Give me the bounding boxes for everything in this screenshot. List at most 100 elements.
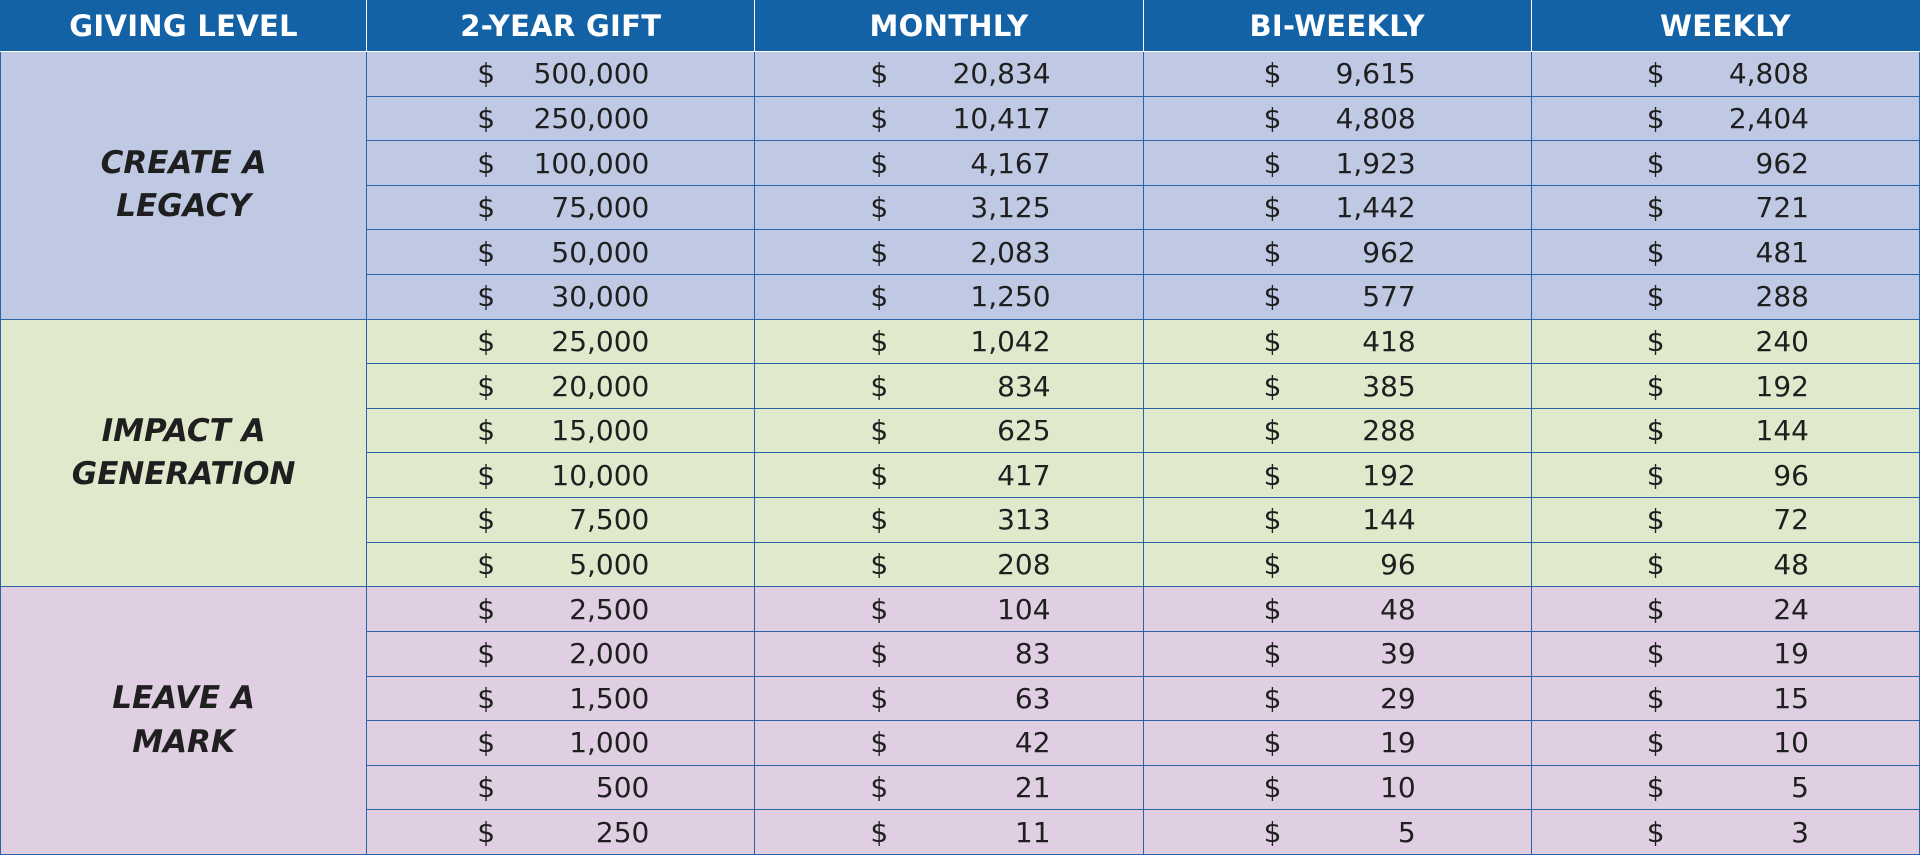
amount-value: 7,500 bbox=[569, 503, 650, 537]
two-year-gift-cell: $250 bbox=[366, 809, 756, 855]
monthly-cell: $1,042 bbox=[754, 318, 1144, 365]
amount-value: 288 bbox=[1362, 414, 1416, 448]
amount-value: 144 bbox=[1362, 503, 1416, 537]
currency-symbol: $ bbox=[1263, 771, 1282, 805]
amount-value: 21 bbox=[1014, 771, 1051, 805]
currency-symbol: $ bbox=[477, 414, 496, 448]
monthly-cell: $21 bbox=[754, 764, 1144, 811]
two-year-gift-cell: $10,000 bbox=[366, 452, 756, 499]
currency-symbol: $ bbox=[870, 681, 889, 715]
header-bi-weekly: BI-WEEKLY bbox=[1142, 0, 1532, 52]
amount-value: 11 bbox=[1014, 815, 1051, 849]
amount-value: 42 bbox=[1014, 726, 1051, 760]
two-year-gift-cell: $7,500 bbox=[366, 497, 756, 543]
amount-value: 100,000 bbox=[533, 146, 650, 180]
amount-value: 418 bbox=[1362, 324, 1416, 358]
currency-symbol: $ bbox=[477, 771, 496, 805]
table-row: $15,000 $625 $288 $144 bbox=[1, 407, 1920, 454]
table-row: $250 $11 $5 $3 bbox=[1, 809, 1920, 855]
monthly-cell: $417 bbox=[754, 452, 1144, 499]
currency-symbol: $ bbox=[870, 503, 889, 537]
currency-symbol: $ bbox=[870, 235, 889, 269]
table-row: $5,000 $208 $96 $48 bbox=[1, 541, 1920, 588]
bi-weekly-cell: $418 bbox=[1142, 318, 1532, 365]
giving-level-line: IMPACT A bbox=[101, 412, 266, 449]
weekly-cell: $96 bbox=[1530, 452, 1920, 499]
two-year-gift-cell: $2,000 bbox=[366, 630, 756, 677]
currency-symbol: $ bbox=[1263, 324, 1282, 358]
table-row: $50,000 $2,083 $962 $481 bbox=[1, 229, 1920, 276]
currency-symbol: $ bbox=[477, 815, 496, 849]
amount-value: 75,000 bbox=[551, 191, 650, 225]
two-year-gift-cell: $50,000 bbox=[366, 229, 756, 276]
table-row: $10,000 $417 $192 $96 bbox=[1, 452, 1920, 499]
bi-weekly-cell: $4,808 bbox=[1142, 95, 1532, 142]
currency-symbol: $ bbox=[477, 101, 496, 135]
amount-value: 1,923 bbox=[1335, 146, 1416, 180]
monthly-cell: $1,250 bbox=[754, 274, 1144, 320]
currency-symbol: $ bbox=[870, 548, 889, 581]
amount-value: 3,125 bbox=[970, 191, 1051, 225]
currency-symbol: $ bbox=[477, 458, 496, 492]
currency-symbol: $ bbox=[477, 726, 496, 760]
bi-weekly-cell: $577 bbox=[1142, 274, 1532, 320]
monthly-cell: $208 bbox=[754, 541, 1144, 588]
weekly-cell: $144 bbox=[1530, 407, 1920, 454]
bi-weekly-cell: $1,442 bbox=[1142, 184, 1532, 231]
currency-symbol: $ bbox=[870, 280, 889, 314]
currency-symbol: $ bbox=[1263, 280, 1282, 314]
two-year-gift-cell: $100,000 bbox=[366, 140, 756, 186]
amount-value: 10,000 bbox=[551, 458, 650, 492]
weekly-cell: $48 bbox=[1530, 541, 1920, 588]
amount-value: 240 bbox=[1755, 324, 1809, 358]
two-year-gift-cell: $75,000 bbox=[366, 184, 756, 231]
currency-symbol: $ bbox=[1263, 637, 1282, 671]
currency-symbol: $ bbox=[870, 101, 889, 135]
giving-level-create-a-legacy: CREATE A LEGACY bbox=[0, 51, 368, 320]
currency-symbol: $ bbox=[1263, 815, 1282, 849]
giving-level-line: LEGACY bbox=[116, 188, 251, 225]
amount-value: 15 bbox=[1773, 681, 1809, 715]
amount-value: 50,000 bbox=[551, 235, 650, 269]
weekly-cell: $3 bbox=[1530, 809, 1920, 855]
amount-value: 19 bbox=[1380, 726, 1416, 760]
weekly-cell: $240 bbox=[1530, 318, 1920, 365]
amount-value: 30,000 bbox=[551, 280, 650, 314]
amount-value: 10 bbox=[1380, 771, 1416, 805]
currency-symbol: $ bbox=[870, 592, 889, 626]
currency-symbol: $ bbox=[1263, 414, 1282, 448]
two-year-gift-cell: $1,500 bbox=[366, 675, 756, 722]
currency-symbol: $ bbox=[477, 681, 496, 715]
weekly-cell: $962 bbox=[1530, 140, 1920, 186]
currency-symbol: $ bbox=[477, 146, 496, 180]
weekly-cell: $288 bbox=[1530, 274, 1920, 320]
giving-level-line: MARK bbox=[132, 723, 235, 760]
currency-symbol: $ bbox=[1646, 548, 1665, 581]
amount-value: 48 bbox=[1773, 548, 1809, 581]
header-monthly: MONTHLY bbox=[754, 0, 1144, 52]
monthly-cell: $834 bbox=[754, 363, 1144, 409]
currency-symbol: $ bbox=[870, 414, 889, 448]
currency-symbol: $ bbox=[1646, 503, 1665, 537]
currency-symbol: $ bbox=[1646, 637, 1665, 671]
monthly-cell: $625 bbox=[754, 407, 1144, 454]
table-row: LEAVE A MARK $2,500 $104 $48 $24 bbox=[0, 586, 1920, 855]
currency-symbol: $ bbox=[1263, 726, 1282, 760]
amount-value: 15,000 bbox=[551, 414, 650, 448]
currency-symbol: $ bbox=[1263, 503, 1282, 537]
amount-value: 721 bbox=[1755, 191, 1809, 225]
bi-weekly-cell: $19 bbox=[1142, 720, 1532, 766]
currency-symbol: $ bbox=[477, 548, 496, 581]
amount-value: 20,834 bbox=[952, 57, 1051, 91]
amount-value: 3 bbox=[1791, 815, 1809, 849]
monthly-cell: $10,417 bbox=[754, 95, 1144, 142]
bi-weekly-cell: $962 bbox=[1142, 229, 1532, 276]
currency-symbol: $ bbox=[1263, 681, 1282, 715]
amount-value: 63 bbox=[1014, 681, 1051, 715]
amount-value: 481 bbox=[1755, 235, 1809, 269]
amount-value: 2,404 bbox=[1728, 101, 1809, 135]
monthly-cell: $83 bbox=[754, 630, 1144, 677]
amount-value: 5 bbox=[1397, 815, 1416, 849]
giving-level-line: LEAVE A bbox=[112, 680, 255, 717]
